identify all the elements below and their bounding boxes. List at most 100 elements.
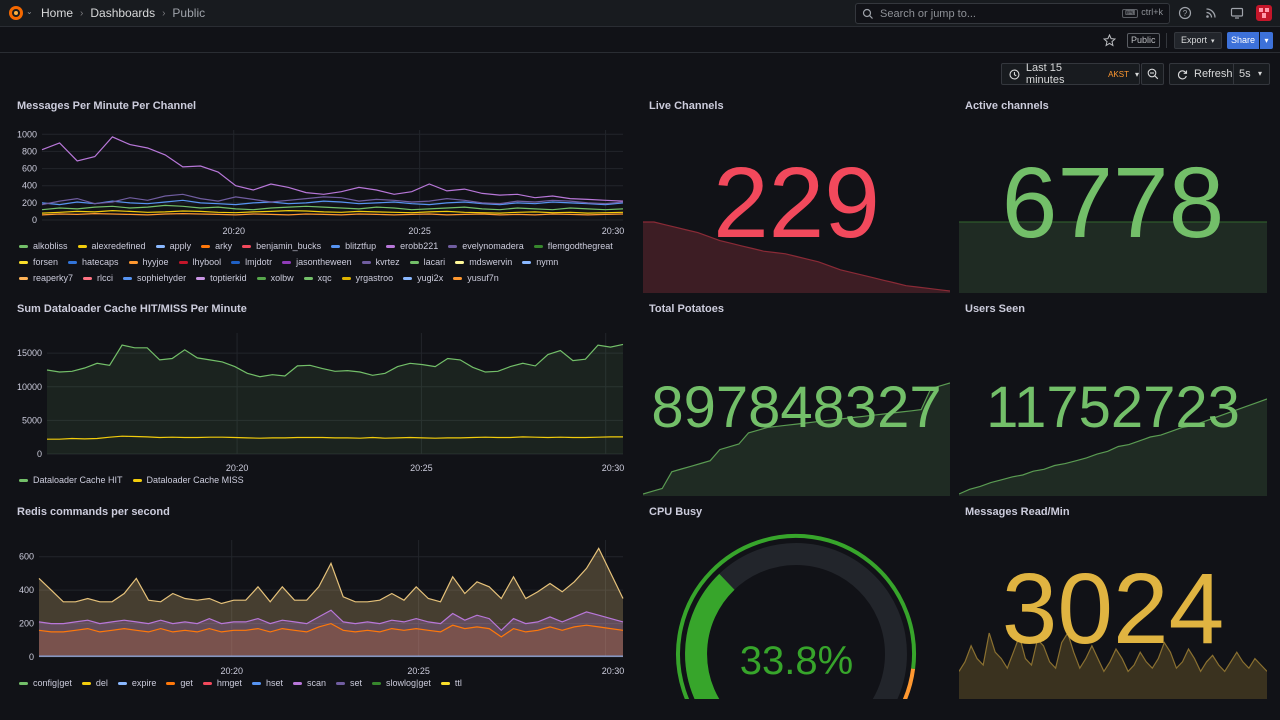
dashboard-toolbar: Public Export ▾ Share ▾ [0,28,1280,53]
legend-item[interactable]: benjamin_bucks [242,240,321,252]
legend-item[interactable]: get [166,677,193,689]
user-avatar[interactable] [1256,5,1272,21]
logo-chevron-icon[interactable]: ⌄ [26,7,33,16]
time-range-picker[interactable]: Last 15 minutes AKST ▾ [1001,62,1140,86]
breadcrumb-dashboards[interactable]: Dashboards [90,6,156,20]
search-input[interactable]: Search or jump to... ⌨ ctrl+k [855,3,1170,24]
legend-item[interactable]: lhybool [178,256,221,268]
sparkline-line [643,221,950,292]
legend-item[interactable]: yusuf7n [453,272,499,284]
legend-item[interactable]: flemgodthegreat [533,240,613,252]
kiosk-mode-icon[interactable] [1230,6,1244,20]
stat-value: 6778 [1001,147,1225,259]
legend-swatch [117,681,127,685]
legend-item[interactable]: reaperky7 [19,272,73,284]
legend-item[interactable]: lacari [409,256,445,268]
legend-item[interactable]: apply [155,240,191,252]
legend-item[interactable]: set [335,677,362,689]
legend-label: get [180,678,193,688]
legend-item[interactable]: alkobliss [19,240,68,252]
legend-item[interactable]: slowlog|get [371,677,431,689]
legend-item[interactable]: alexredefined [77,240,146,252]
legend-item[interactable]: scan [292,677,326,689]
refresh-button[interactable]: Refresh [1194,68,1233,80]
sparkline-line [959,398,1267,495]
messages-read-sparkline [959,631,1267,699]
users-seen-sparkline [959,398,1267,496]
potatoes-sparkline [643,382,950,496]
public-badge: Public [1127,33,1160,48]
legend-swatch [533,244,543,248]
x-tick-label: 20:30 [602,226,625,236]
y-tick-label: 400 [19,585,34,595]
legend-item[interactable]: hmget [202,677,242,689]
legend-item[interactable]: config|get [19,677,72,689]
legend-swatch [155,244,165,248]
stat-value: 3024 [1001,553,1225,665]
legend-item[interactable]: rlcci [83,272,113,284]
sparkline-line [643,382,950,495]
legend-item[interactable]: yrgastroo [341,272,393,284]
share-dropdown-chevron-icon[interactable]: ▾ [1260,32,1273,49]
legend-label: del [95,678,108,688]
legend-item[interactable]: hyyjoe [128,256,169,268]
legend-item[interactable]: blitztfup [331,240,376,252]
refresh-picker[interactable]: Refresh 5s ▾ [1169,63,1270,85]
legend-item[interactable]: nymn [522,256,558,268]
chart-legend: config|get del expire get hmget hset scan set sl… [19,677,619,689]
series-line-hit [46,343,624,378]
legend-label: jasontheween [296,257,352,267]
legend-label: kvrtez [375,257,400,267]
legend-item[interactable]: hatecaps [68,256,119,268]
legend-item[interactable]: mdswervin [455,256,512,268]
export-button[interactable]: Export ▾ [1174,32,1222,49]
legend-item[interactable]: Dataloader Cache MISS [132,474,244,486]
series-area [47,344,623,454]
legend-label: nymn [536,257,559,267]
breadcrumb-home[interactable]: Home [41,6,74,20]
y-tick-label: 1000 [17,129,37,139]
legend-item[interactable]: lmjdotr [231,256,272,268]
panel-messages-per-minute: Messages Per Minute Per Channel 0 200 400 6… [17,100,629,290]
legend-label: hatecaps [82,257,119,267]
cache-timeseries-chart[interactable]: 0 5000 10000 15000 20:20 20:25 20:30 [17,329,629,473]
legend-swatch [132,478,142,482]
refresh-divider [1233,64,1234,84]
legend-swatch [256,276,266,280]
legend-item[interactable]: hset [251,677,283,689]
help-icon[interactable]: ? [1178,6,1192,20]
redis-timeseries-chart[interactable]: 0 200 400 600 20:20 20:25 20:30 [17,536,629,676]
share-button[interactable]: Share [1227,32,1259,49]
legend-label: lmjdotr [245,257,273,267]
legend-item[interactable]: yugi2x [403,272,443,284]
news-rss-icon[interactable] [1204,6,1218,20]
legend-item[interactable]: jasontheween [282,256,352,268]
legend-item[interactable]: evelynomadera [448,240,524,252]
legend-item[interactable]: xqc [303,272,332,284]
stat-value: 11752723 [986,375,1240,440]
refresh-icon [1177,69,1188,79]
legend-item[interactable]: kvrtez [361,256,400,268]
x-tick-label: 20:20 [222,226,245,236]
messages-timeseries-chart[interactable]: 0 200 400 600 800 1000 20:20 20:25 20:30 [17,126,629,236]
legend-item[interactable]: ttl [440,677,462,689]
legend-label: xolbw [270,273,294,283]
legend-swatch [202,681,212,685]
refresh-interval[interactable]: 5s [1239,68,1251,80]
legend-item[interactable]: xolbw [256,272,294,284]
legend-item[interactable]: erobb221 [386,240,438,252]
legend-swatch [341,276,351,280]
grafana-logo-icon[interactable] [8,5,24,21]
legend-item[interactable]: Dataloader Cache HIT [19,474,123,486]
panel-total-potatoes: Total Potatoes 897848327 [643,303,950,496]
legend-item[interactable]: arky [201,240,232,252]
legend-item[interactable]: toptierkid [196,272,247,284]
legend-swatch [201,244,211,248]
top-navbar: ⌄ Home › Dashboards › Public Search or j… [0,0,1280,27]
legend-item[interactable]: forsen [19,256,58,268]
legend-item[interactable]: sophiehyder [123,272,186,284]
star-icon[interactable] [1103,34,1116,47]
legend-item[interactable]: expire [117,677,156,689]
zoom-out-button[interactable] [1141,63,1164,85]
legend-item[interactable]: del [81,677,108,689]
